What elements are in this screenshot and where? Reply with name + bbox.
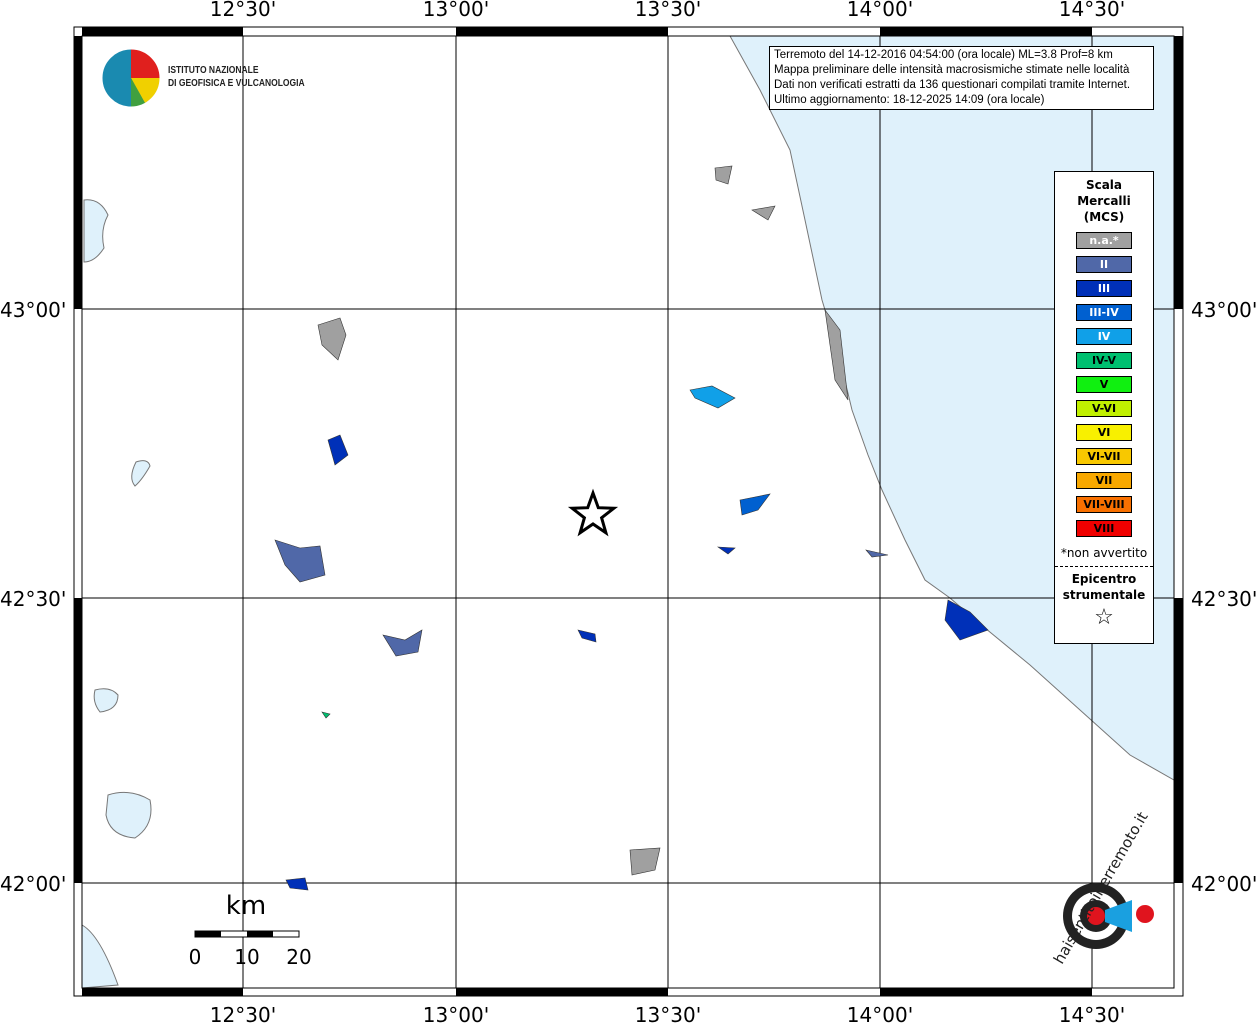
lon-label-top: 14°30' — [1059, 0, 1125, 21]
lat-label-left: 42°00' — [0, 872, 66, 896]
epicenter-star — [567, 488, 619, 537]
legend-note: *non avvertito — [1060, 546, 1148, 560]
legend-swatch: VII-VIII — [1076, 496, 1132, 513]
legend-swatch: III-IV — [1076, 304, 1132, 321]
lake — [105, 791, 152, 839]
svg-text:10: 10 — [234, 945, 259, 969]
epicenter-legend-label: Epicentro strumentale — [1062, 572, 1146, 602]
localities — [274, 165, 989, 891]
lon-label-bottom: 14°00' — [847, 1003, 913, 1024]
info-line: Dati non verificati estratti da 136 ques… — [774, 79, 1131, 91]
svg-text:0: 0 — [189, 945, 202, 969]
lon-label-bottom: 13°30' — [635, 1003, 701, 1024]
mcs-legend: Scala Mercalli (MCS) n.a.* II III III-IV IV IV-… — [1054, 171, 1154, 644]
lon-label-top: 13°00' — [423, 0, 489, 21]
lat-label-right: 42°00' — [1191, 872, 1256, 896]
legend-swatch: V — [1076, 376, 1132, 393]
lake — [83, 199, 109, 263]
legend-swatch: II — [1076, 256, 1132, 273]
ingv-logo-text: ISTITUTO NAZIONALE DI GEOFISICA E VULCANO… — [168, 65, 305, 89]
star-icon: ☆ — [1094, 605, 1114, 630]
legend-swatch: VIII — [1076, 520, 1132, 537]
info-line: Terremoto del 14-12-2016 04:54:00 (ora l… — [774, 49, 1113, 61]
lon-label-bottom: 14°30' — [1059, 1003, 1125, 1024]
sea-sw — [81, 924, 119, 989]
legend-swatch: VII — [1076, 472, 1132, 489]
legend-swatch: IV-V — [1076, 352, 1132, 369]
legend-swatch: IV — [1076, 328, 1132, 345]
lat-label-left: 42°30' — [0, 587, 66, 611]
lake — [131, 460, 151, 487]
info-line: Mappa preliminare delle intensità macros… — [774, 64, 1130, 76]
info-line: Ultimo aggiornamento: 18-12-2025 14:09 (… — [774, 94, 1045, 106]
earthquake-info-box: Terremoto del 14-12-2016 04:54:00 (ora l… — [769, 46, 1154, 110]
lon-label-top: 12°30' — [210, 0, 276, 21]
svg-text:20: 20 — [286, 945, 311, 969]
scale-unit: km — [226, 891, 266, 921]
scale-bar: km 0 10 20 — [189, 891, 312, 969]
map-frame — [73, 26, 1184, 997]
legend-swatch: III — [1076, 280, 1132, 297]
lat-label-right: 42°30' — [1191, 587, 1256, 611]
lon-label-top: 13°30' — [635, 0, 701, 21]
legend-swatch: VI-VII — [1076, 448, 1132, 465]
lat-label-left: 43°00' — [0, 298, 66, 322]
lon-label-top: 14°00' — [847, 0, 913, 21]
legend-swatch: VI — [1076, 424, 1132, 441]
legend-swatch: n.a.* — [1076, 232, 1132, 249]
lat-label-right: 43°00' — [1191, 298, 1256, 322]
legend-title: Scala Mercalli (MCS) — [1077, 178, 1131, 224]
ingv-logo — [101, 48, 161, 108]
gridlines — [82, 36, 1174, 988]
lon-label-bottom: 13°00' — [423, 1003, 489, 1024]
lake — [93, 688, 119, 713]
legend-swatch: V-VI — [1076, 400, 1132, 417]
lon-label-bottom: 12°30' — [210, 1003, 276, 1024]
